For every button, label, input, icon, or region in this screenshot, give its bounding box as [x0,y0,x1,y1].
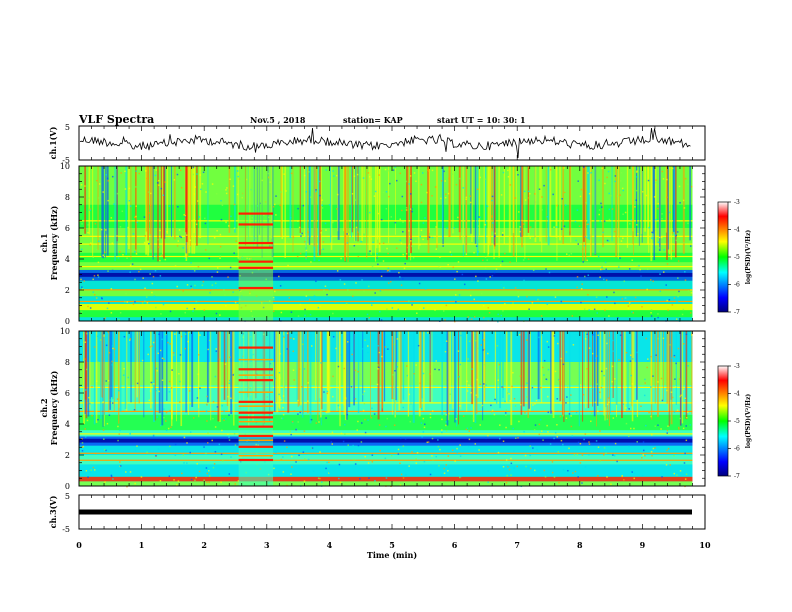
ch3-waveform-panel: 5 -5 ch.3(V) 0 1 2 3 4 5 6 7 8 9 10 Time (min) [48,492,711,560]
colorbar-tick-2--4: -4 [734,391,740,398]
colorbar-tick-2--5: -5 [734,418,740,425]
ch1-spectrogram-panel: 0 2 4 6 8 10 ch.1 Frequency (kHz) [39,162,706,326]
xtick-label-0: 0 [76,540,82,550]
ytick-2-6: 6 [65,389,70,398]
xtick-label-7: 7 [514,540,520,550]
colorbar-tick-1--4: -4 [734,227,740,234]
ytick-2-0: 0 [65,482,70,491]
ch1-frequency-label: Frequency (kHz) [49,205,59,280]
xtick-label-5: 5 [389,540,395,550]
xtick-label-2: 2 [201,540,207,550]
ch1-voltage-label: ch.1(V) [48,126,58,159]
colorbar-tick-1--3: -3 [734,199,740,206]
ytick-1-2: 2 [65,286,70,295]
ch1-waveform-panel: 5 -5 ch.1(V) [48,123,706,165]
colorbar-tick-2--7: -7 [734,473,740,480]
xtick-label-4: 4 [327,540,333,550]
xtick-label-3: 3 [264,540,270,550]
ch1-ytick-top: 5 [65,123,70,132]
date-label: Nov.5 , 2018 [250,115,306,125]
ch2-spectrogram-panel: 0 2 4 6 8 10 ch.2 Frequency (kHz) [39,327,706,491]
ch3-ytick-top: 5 [65,492,70,501]
ytick-2-4: 4 [65,420,70,429]
figure-title: VLF Spectra [79,113,155,126]
ytick-2-10: 10 [60,327,70,336]
ytick-1-8: 8 [65,193,70,202]
colorbar-tick-2--6: -6 [734,446,740,453]
ch1-colorbar-label: log(PSD)(V²/Hz) [745,230,752,285]
ytick-2-2: 2 [65,451,70,460]
ytick-1-4: 4 [65,255,70,264]
ch1-waveform-line [79,127,691,159]
colorbar-tick-1--5: -5 [734,254,740,261]
time-axis-label: Time (min) [367,550,417,560]
ytick-1-0: 0 [65,317,70,326]
colorbar-tick-2--3: -3 [734,363,740,370]
ch2-frequency-label: Frequency (kHz) [49,370,59,445]
ch1-channel-label: ch.1 [39,233,49,252]
ch3-ytick-bottom: -5 [62,525,70,534]
xtick-label-1: 1 [139,540,145,550]
ch2-colorbar-label: log(PSD)(V²/Hz) [745,394,752,449]
colorbar-tick-1--6: -6 [734,282,740,289]
ch3-voltage-label: ch.3(V) [48,495,58,528]
colorbar-tick-1--7: -7 [734,309,740,316]
ch2-channel-label: ch.2 [39,398,49,417]
ch1-ytick-bottom: -5 [62,156,70,165]
ch2-colorbar: -3 -4 -5 -6 -7 log(PSD)(V²/Hz) [717,363,752,480]
xtick-label-10: 10 [699,540,711,550]
station-label: station= KAP [343,115,403,125]
ytick-1-6: 6 [65,224,70,233]
ytick-2-8: 8 [65,358,70,367]
xtick-label-8: 8 [577,540,583,550]
ch1-colorbar: -3 -4 -5 -6 -7 log(PSD)(V²/Hz) [717,199,752,316]
xtick-label-9: 9 [640,540,646,550]
start-time-label: start UT = 10: 30: 1 [437,115,526,125]
ytick-1-10: 10 [60,162,70,171]
xtick-label-6: 6 [452,540,458,550]
